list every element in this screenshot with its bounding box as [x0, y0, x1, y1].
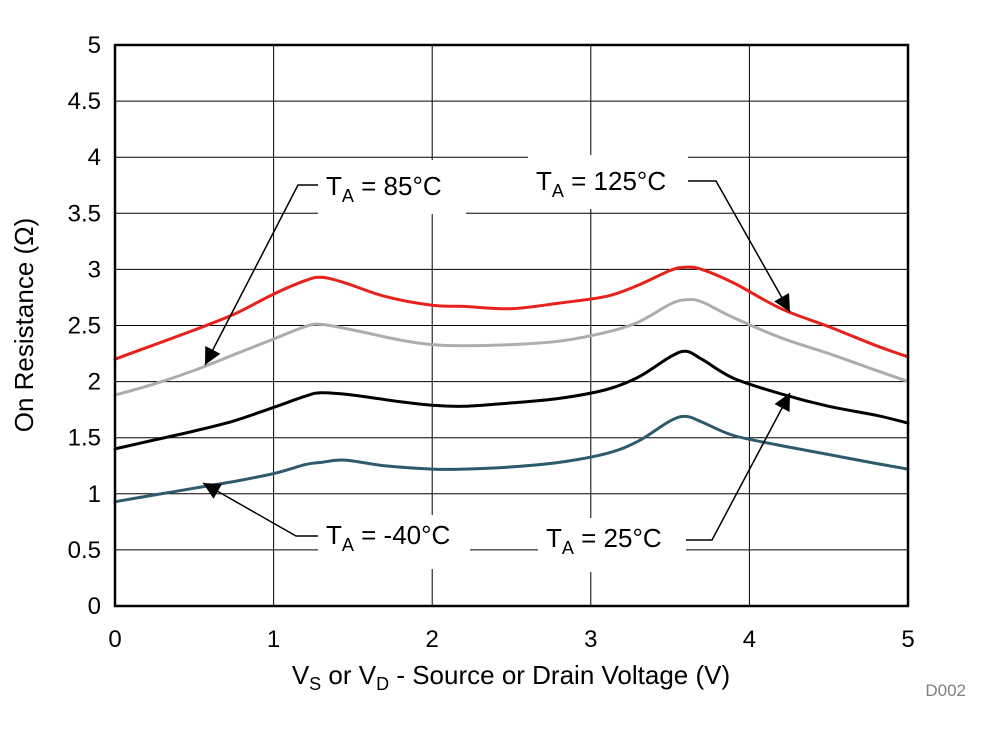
leader-line	[686, 392, 791, 541]
annotation-label: TA = 25°C	[546, 523, 662, 558]
x-axis-label: VS or VD - Source or Drain Voltage (V)	[292, 660, 730, 694]
annotation-label: TA = 125°C	[536, 166, 666, 201]
x-tick-label: 2	[426, 626, 439, 653]
leader-line	[202, 482, 318, 537]
y-tick-labels: 0 0.5 1 1.5 2 2.5 3 3.5 4 4.5 5	[68, 32, 101, 620]
annotation-ann85: TA = 85°C	[204, 160, 466, 366]
annotation-box	[528, 155, 688, 209]
y-tick-label: 1	[88, 481, 101, 508]
annotation-box	[318, 515, 470, 569]
y-tick-label: 2.5	[68, 313, 101, 340]
annotation-annm40: TA = -40°C	[202, 482, 470, 569]
grid	[114, 44, 909, 607]
y-tick-label: 4	[88, 144, 101, 171]
x-tick-labels: 0 1 2 3 4 5	[108, 626, 914, 653]
series-line-t85	[113, 297, 910, 397]
series-lines	[113, 265, 910, 504]
y-axis-label: On Resistance (Ω)	[9, 218, 39, 433]
arrowhead-icon	[774, 393, 790, 413]
annotation-label: TA = 85°C	[326, 171, 442, 206]
leader-line	[204, 184, 318, 366]
y-tick-label: 2	[88, 369, 101, 396]
arrowhead-icon	[203, 483, 222, 499]
x-tick-label: 4	[743, 626, 756, 653]
y-tick-label: 3.5	[68, 200, 101, 227]
annotation-ann125: TA = 125°C	[528, 155, 791, 313]
annotation-label: TA = -40°C	[326, 520, 450, 555]
annotation-ann25: TA = 25°C	[538, 392, 791, 572]
y-tick-label: 0	[88, 593, 101, 620]
y-tick-label: 4.5	[68, 88, 101, 115]
y-tick-label: 3	[88, 256, 101, 283]
x-tick-label: 3	[584, 626, 597, 653]
annotation-box	[318, 160, 466, 214]
y-tick-label: 0.5	[68, 537, 101, 564]
annotation-box	[538, 518, 686, 572]
series-line-t25	[113, 349, 910, 451]
x-tick-label: 1	[267, 626, 280, 653]
plot-frame	[113, 43, 910, 608]
arrowhead-icon	[205, 345, 221, 365]
arrowhead-icon	[774, 293, 790, 312]
y-tick-label: 1.5	[68, 425, 101, 452]
series-line-tm40	[113, 414, 910, 504]
x-tick-label: 0	[108, 626, 121, 653]
leader-line	[688, 180, 791, 313]
annotations: TA = 85°C TA = 125°C TA = -40°C TA = 25°C	[202, 155, 791, 572]
figure-code: D002	[925, 681, 966, 700]
x-tick-label: 5	[901, 626, 914, 653]
series-line-t125	[113, 265, 910, 361]
y-tick-label: 5	[88, 32, 101, 59]
